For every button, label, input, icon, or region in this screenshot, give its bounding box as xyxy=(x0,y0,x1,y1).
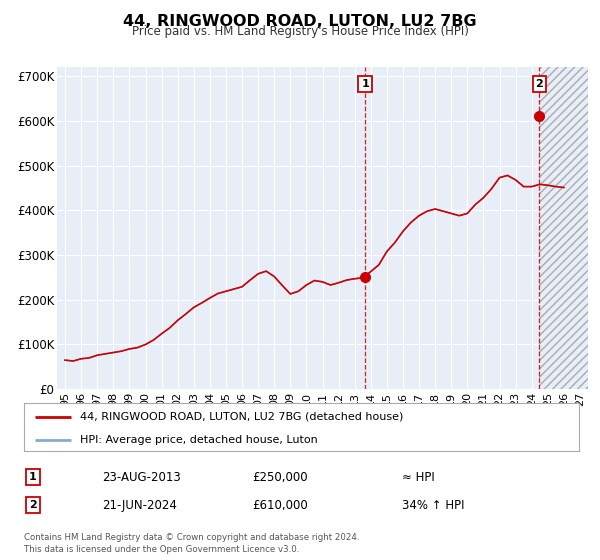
Text: 2: 2 xyxy=(29,500,37,510)
Text: Contains HM Land Registry data © Crown copyright and database right 2024.
This d: Contains HM Land Registry data © Crown c… xyxy=(24,533,359,554)
Text: ≈ HPI: ≈ HPI xyxy=(402,470,435,484)
Bar xyxy=(539,67,588,389)
Text: 44, RINGWOOD ROAD, LUTON, LU2 7BG: 44, RINGWOOD ROAD, LUTON, LU2 7BG xyxy=(123,14,477,29)
Text: 1: 1 xyxy=(29,472,37,482)
Text: 1: 1 xyxy=(361,79,369,89)
Text: 23-AUG-2013: 23-AUG-2013 xyxy=(102,470,181,484)
Text: Price paid vs. HM Land Registry's House Price Index (HPI): Price paid vs. HM Land Registry's House … xyxy=(131,25,469,38)
Text: 2: 2 xyxy=(535,79,543,89)
Text: £610,000: £610,000 xyxy=(252,498,308,512)
Text: 21-JUN-2024: 21-JUN-2024 xyxy=(102,498,177,512)
Text: £250,000: £250,000 xyxy=(252,470,308,484)
Text: 44, RINGWOOD ROAD, LUTON, LU2 7BG (detached house): 44, RINGWOOD ROAD, LUTON, LU2 7BG (detac… xyxy=(79,412,403,422)
Text: HPI: Average price, detached house, Luton: HPI: Average price, detached house, Luto… xyxy=(79,435,317,445)
Text: 34% ↑ HPI: 34% ↑ HPI xyxy=(402,498,464,512)
